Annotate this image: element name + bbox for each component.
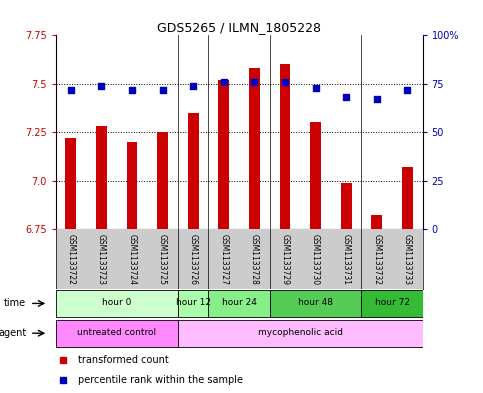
Text: GSM1133730: GSM1133730: [311, 234, 320, 285]
Bar: [218, 80, 229, 229]
Bar: [178, 320, 423, 347]
Title: GDS5265 / ILMN_1805228: GDS5265 / ILMN_1805228: [157, 21, 321, 34]
Text: GSM1133731: GSM1133731: [341, 234, 351, 285]
Point: [67, 86, 75, 93]
Text: GSM1133729: GSM1133729: [281, 234, 289, 285]
Text: transformed count: transformed count: [78, 354, 168, 365]
Text: GSM1133727: GSM1133727: [219, 234, 228, 285]
Text: GSM1133724: GSM1133724: [128, 234, 137, 285]
Text: GSM1133723: GSM1133723: [97, 234, 106, 285]
Text: GSM1133732: GSM1133732: [372, 234, 381, 285]
Text: GSM1133728: GSM1133728: [250, 234, 259, 285]
Text: hour 24: hour 24: [222, 298, 256, 307]
Bar: [402, 167, 412, 229]
Text: GSM1133725: GSM1133725: [158, 234, 167, 285]
Text: hour 48: hour 48: [298, 298, 333, 307]
Text: hour 72: hour 72: [374, 298, 410, 307]
Text: agent: agent: [0, 328, 26, 338]
Point: [128, 86, 136, 93]
Text: untreated control: untreated control: [77, 328, 156, 337]
Text: percentile rank within the sample: percentile rank within the sample: [78, 375, 242, 385]
Bar: [249, 68, 260, 229]
Point: [403, 86, 411, 93]
Bar: [178, 290, 209, 317]
Point: [159, 86, 167, 93]
Bar: [310, 123, 321, 229]
Text: time: time: [4, 298, 26, 309]
Bar: [280, 64, 290, 229]
Point: [98, 83, 105, 89]
Bar: [188, 113, 199, 229]
Bar: [96, 127, 107, 229]
Text: hour 0: hour 0: [102, 298, 131, 307]
Bar: [371, 215, 382, 229]
Text: GSM1133722: GSM1133722: [66, 234, 75, 285]
Point: [189, 83, 197, 89]
Point: [220, 79, 227, 85]
Point: [281, 79, 289, 85]
Bar: [157, 132, 168, 229]
Point: [312, 84, 319, 91]
Text: mycophenolic acid: mycophenolic acid: [258, 328, 343, 337]
Bar: [209, 290, 270, 317]
Bar: [66, 138, 76, 229]
Bar: [127, 142, 137, 229]
Bar: [56, 320, 178, 347]
Bar: [361, 290, 423, 317]
Text: GSM1133726: GSM1133726: [189, 234, 198, 285]
Point: [373, 96, 381, 103]
Bar: [56, 290, 178, 317]
Point: [251, 79, 258, 85]
Bar: [341, 182, 352, 229]
Bar: [270, 290, 361, 317]
Text: GSM1133733: GSM1133733: [403, 234, 412, 285]
Point: [342, 94, 350, 101]
Text: hour 12: hour 12: [176, 298, 211, 307]
